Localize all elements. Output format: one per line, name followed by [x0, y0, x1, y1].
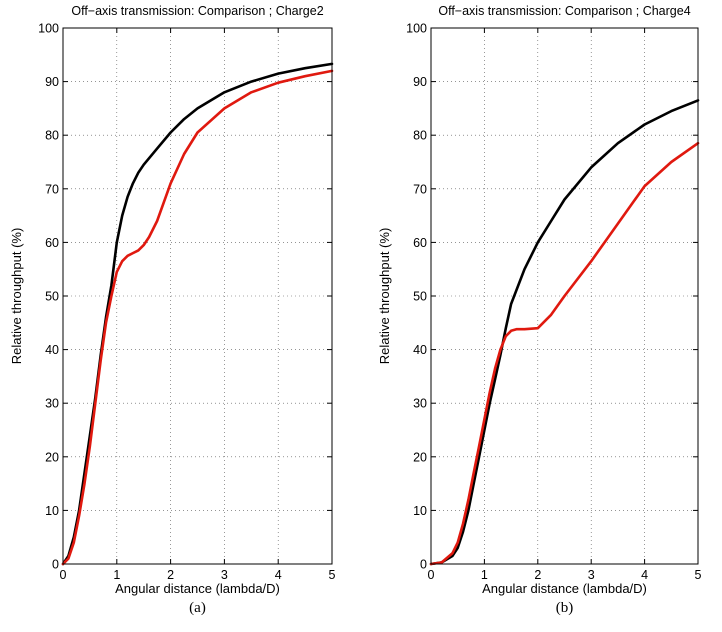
- chart-title: Off−axis transmission: Comparison ; Char…: [438, 4, 690, 18]
- y-tick-label: 0: [52, 558, 59, 572]
- y-tick-label: 20: [45, 450, 59, 464]
- x-axis-label: Angular distance (lambda/D): [482, 581, 647, 596]
- y-tick-label: 80: [413, 129, 427, 143]
- x-tick-label: 2: [167, 568, 174, 582]
- x-tick-label: 0: [428, 568, 435, 582]
- panel-caption: (b): [556, 600, 574, 616]
- y-tick-label: 100: [406, 22, 427, 36]
- y-tick-label: 70: [45, 182, 59, 196]
- x-tick-label: 5: [329, 568, 336, 582]
- y-tick-label: 60: [45, 236, 59, 250]
- x-tick-label: 0: [60, 568, 67, 582]
- y-tick-label: 20: [413, 450, 427, 464]
- panel-caption: (a): [189, 600, 206, 616]
- x-tick-label: 2: [534, 568, 541, 582]
- y-tick-label: 30: [45, 397, 59, 411]
- y-tick-label: 90: [413, 75, 427, 89]
- y-tick-label: 30: [413, 397, 427, 411]
- x-tick-label: 5: [695, 568, 702, 582]
- y-tick-label: 100: [38, 22, 59, 36]
- y-tick-label: 10: [413, 504, 427, 518]
- series-line-red: [429, 141, 700, 566]
- chart-title: Off−axis transmission: Comparison ; Char…: [71, 4, 323, 18]
- x-tick-label: 1: [481, 568, 488, 582]
- y-tick-label: 80: [45, 129, 59, 143]
- series-line-black: [429, 99, 700, 566]
- y-tick-label: 50: [45, 290, 59, 304]
- x-tick-label: 3: [221, 568, 228, 582]
- y-tick-label: 40: [413, 343, 427, 357]
- series-line-black: [61, 62, 334, 566]
- x-axis-label: Angular distance (lambda/D): [115, 581, 280, 596]
- x-tick-label: 1: [113, 568, 120, 582]
- x-tick-label: 4: [641, 568, 648, 582]
- y-tick-label: 0: [420, 558, 427, 572]
- y-tick-label: 90: [45, 75, 59, 89]
- y-tick-label: 40: [45, 343, 59, 357]
- y-tick-label: 70: [413, 182, 427, 196]
- y-axis-label: Relative throughput (%): [377, 228, 392, 365]
- x-tick-label: 3: [588, 568, 595, 582]
- y-tick-label: 60: [413, 236, 427, 250]
- series-line-red: [61, 69, 334, 566]
- x-tick-label: 4: [275, 568, 282, 582]
- y-tick-label: 10: [45, 504, 59, 518]
- y-tick-label: 50: [413, 290, 427, 304]
- y-axis-label: Relative throughput (%): [9, 228, 24, 365]
